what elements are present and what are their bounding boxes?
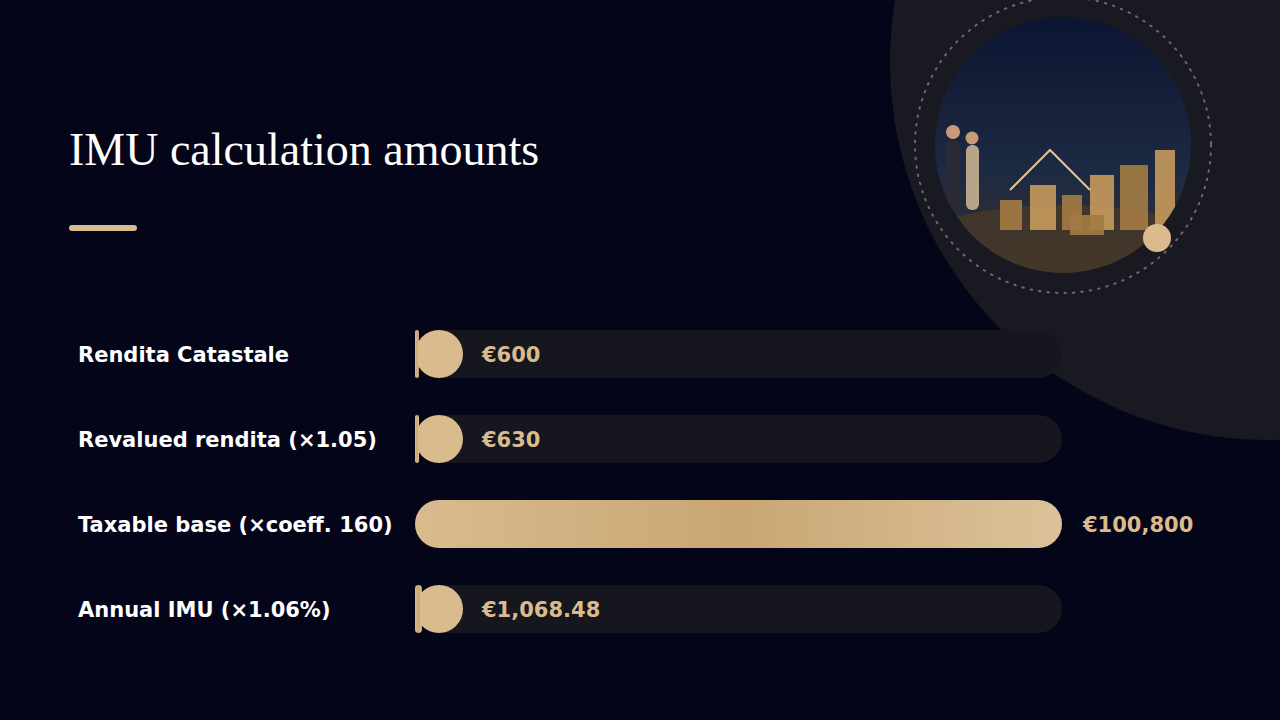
bar — [415, 415, 419, 463]
bar-track — [415, 330, 1062, 378]
category-label: Annual IMU (×1.06%) — [78, 598, 331, 622]
labels: Rendita Catastale €600 Revalued rendita (×… — [78, 343, 1193, 622]
bar-cap — [415, 585, 463, 633]
bar-track — [415, 500, 1062, 548]
illustration-person — [946, 140, 960, 210]
illustration-person — [946, 125, 960, 139]
illustration-building — [1070, 215, 1104, 235]
data-label: €100,800 — [1082, 513, 1193, 537]
tracks — [415, 330, 1062, 633]
bar-cap — [415, 330, 463, 378]
bar — [415, 500, 1062, 548]
chart: IMU calculation amounts Rendita Catastale… — [0, 0, 1280, 720]
category-label: Rendita Catastale — [78, 343, 289, 367]
data-label: €630 — [481, 428, 540, 452]
illustration-building — [1155, 150, 1175, 230]
illustration-roof — [1010, 150, 1090, 190]
bar-track — [415, 415, 1062, 463]
data-label: €1,068.48 — [481, 598, 600, 622]
illustration-building — [1030, 185, 1056, 230]
bar — [415, 330, 419, 378]
bars — [415, 330, 1062, 633]
decor-dot — [1143, 224, 1171, 252]
illustration-building — [1120, 165, 1148, 230]
data-label: €600 — [481, 343, 540, 367]
illustration-person — [966, 145, 979, 210]
title: IMU calculation amounts — [69, 124, 539, 175]
bar-track — [415, 585, 1062, 633]
title-underline — [69, 225, 137, 231]
illustration — [913, 10, 1213, 285]
category-label: Taxable base (×coeff. 160) — [78, 513, 393, 537]
bar — [415, 585, 422, 633]
illustration-person — [966, 132, 979, 145]
category-label: Revalued rendita (×1.05) — [78, 428, 377, 452]
bar-cap — [415, 415, 463, 463]
illustration-building — [1000, 200, 1022, 230]
